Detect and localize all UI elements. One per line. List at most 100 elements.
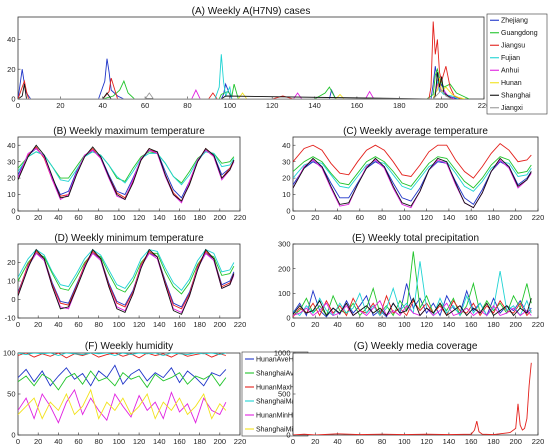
- x-tick-label: 80: [378, 213, 386, 222]
- x-tick-label: 100: [113, 437, 126, 446]
- legend-label: ShanghaiMaxH: [256, 398, 304, 405]
- y-tick-label: 40: [282, 141, 290, 150]
- x-tick-label: 100: [398, 437, 411, 446]
- x-tick-label: 140: [443, 320, 456, 329]
- plot-area: [17, 352, 241, 436]
- x-tick-label: 80: [95, 320, 103, 329]
- series-line-2: [293, 251, 532, 317]
- panel-b: (B) Weekly maximum temperature 0 20 40 60 80 1…: [7, 126, 246, 222]
- x-tick-label: 100: [398, 213, 411, 222]
- x-tick-label: 140: [443, 213, 456, 222]
- y-tick-label: 0: [11, 95, 15, 104]
- series-line-6: [293, 297, 532, 317]
- x-tick-label: 60: [356, 320, 364, 329]
- legend-label: HunanMaxH: [256, 384, 295, 391]
- legend-label: ShanghaiMinH: [256, 426, 302, 433]
- series-line-1: [18, 249, 235, 291]
- y-tick-label: -10: [5, 314, 16, 323]
- x-tick-label: 40: [54, 437, 62, 446]
- series-line-4: [293, 161, 532, 206]
- x-tick-label: 140: [153, 213, 166, 222]
- x-tick-label: 160: [351, 101, 364, 110]
- x-tick-label: 200: [214, 213, 227, 222]
- x-tick-label: 60: [141, 101, 149, 110]
- legend-label: Zhejiang: [501, 18, 528, 25]
- x-tick-label: 0: [291, 213, 295, 222]
- x-tick-label: 160: [465, 437, 478, 446]
- x-tick-label: 20: [56, 101, 64, 110]
- x-tick-label: 200: [509, 437, 522, 446]
- x-tick-label: 160: [173, 437, 186, 446]
- series-line-8: [18, 89, 453, 99]
- series-line-6: [18, 388, 227, 420]
- panel-e: (E) Weekly total precipitation 0 20 40 60 80 1…: [278, 233, 544, 329]
- y-tick-label: 100: [3, 349, 16, 358]
- y-tick-label: 100: [278, 289, 291, 298]
- x-tick-label: 120: [266, 101, 279, 110]
- series-group: [293, 362, 532, 435]
- x-tick-label: 40: [54, 320, 62, 329]
- legend-label: Jiangxi: [501, 105, 523, 112]
- x-tick-label: 20: [34, 320, 42, 329]
- series-line-3: [293, 294, 532, 318]
- x-tick-label: 40: [333, 437, 341, 446]
- x-tick-label: 20: [311, 320, 319, 329]
- legend-label: Shanghai: [501, 93, 531, 100]
- x-tick-label: 200: [435, 101, 448, 110]
- y-tick-label: 0: [286, 314, 290, 323]
- x-tick-label: 60: [74, 320, 82, 329]
- series-group: [18, 144, 235, 204]
- x-tick-label: 40: [333, 320, 341, 329]
- x-tick-label: 200: [214, 437, 227, 446]
- y-tick-label: 40: [7, 141, 15, 150]
- panel-d: (D) Weekly minimum temperature 0 20 40 60 80 1…: [5, 233, 247, 329]
- x-tick-label: 40: [99, 101, 107, 110]
- legend-label: HunanMinH: [256, 412, 293, 419]
- x-tick-label: 160: [173, 213, 186, 222]
- y-tick-label: 10: [282, 190, 290, 199]
- x-tick-label: 120: [133, 437, 146, 446]
- x-tick-label: 100: [398, 320, 411, 329]
- panel-title: (A) Weekly A(H7N9) cases: [192, 6, 311, 17]
- x-tick-label: 220: [234, 213, 247, 222]
- series-group: [18, 353, 227, 424]
- x-tick-label: 180: [393, 101, 406, 110]
- x-tick-label: 200: [509, 213, 522, 222]
- series-group: [293, 251, 532, 318]
- series-line-4: [18, 353, 227, 356]
- x-tick-label: 20: [34, 437, 42, 446]
- y-tick-label: 0: [286, 207, 290, 216]
- y-tick-label: 20: [282, 174, 290, 183]
- x-tick-label: 80: [183, 101, 191, 110]
- panel-title: (D) Weekly minimum temperature: [54, 233, 204, 244]
- legend-label: HunanAveH: [256, 356, 294, 363]
- y-tick-label: 0: [11, 431, 15, 440]
- y-tick-label: 20: [7, 174, 15, 183]
- x-tick-label: 180: [193, 437, 206, 446]
- panel-title: (C) Weekly average temperature: [343, 126, 488, 137]
- x-tick-label: 80: [95, 437, 103, 446]
- x-tick-label: 100: [224, 101, 237, 110]
- plot-area: [292, 352, 539, 436]
- x-tick-label: 140: [153, 320, 166, 329]
- x-tick-label: 120: [420, 437, 433, 446]
- x-tick-label: 120: [133, 213, 146, 222]
- series-line-6: [18, 144, 235, 202]
- legend: Zhejiang Guangdong Jiangsu Fujian Anhui Hunan…: [486, 13, 548, 115]
- x-tick-label: 0: [16, 101, 20, 110]
- panel-c: (C) Weekly average temperature 0 20 40 60 80 1…: [282, 126, 544, 222]
- panel-g: (G) Weekly media coverage 0 20 40 60 80 100 120…: [274, 341, 544, 446]
- x-tick-label: 100: [113, 320, 126, 329]
- plot-area: [17, 16, 485, 100]
- series-line-4: [18, 54, 459, 99]
- series-group: [18, 21, 470, 99]
- series-line-1: [293, 362, 532, 435]
- x-tick-label: 220: [478, 101, 491, 110]
- y-tick-label: 30: [7, 157, 15, 166]
- series-line-2: [293, 156, 532, 189]
- x-tick-label: 220: [532, 437, 545, 446]
- y-tick-label: 10: [7, 277, 15, 286]
- x-tick-label: 200: [214, 320, 227, 329]
- y-tick-label: 30: [282, 157, 290, 166]
